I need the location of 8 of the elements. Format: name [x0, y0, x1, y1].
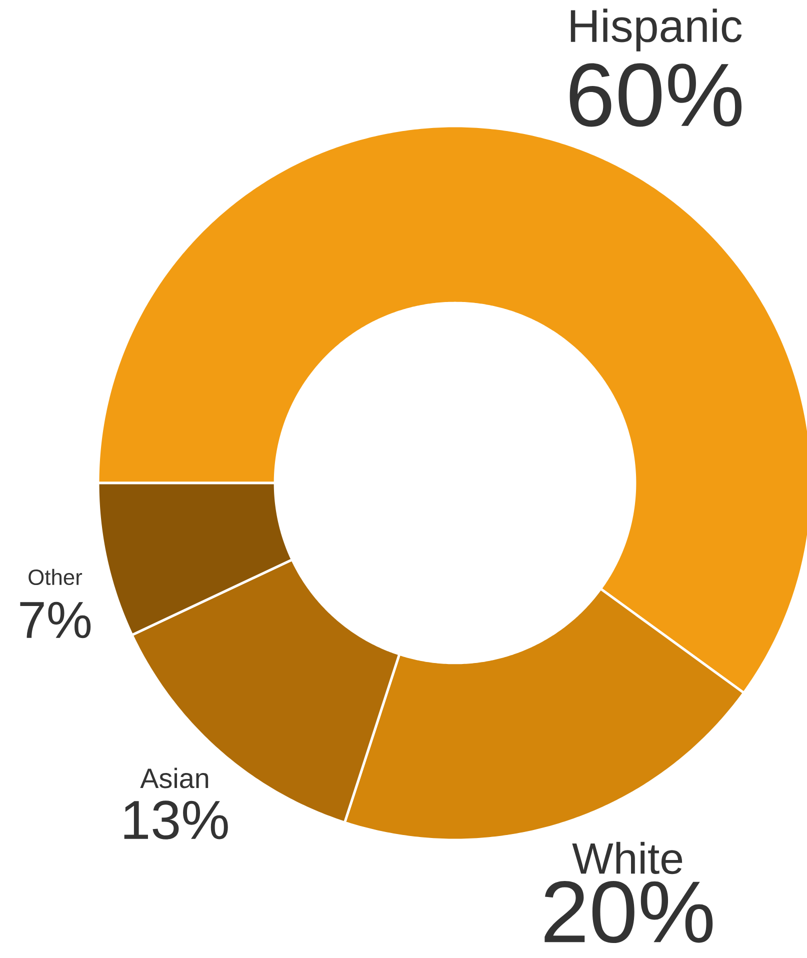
- slice-label: White: [572, 842, 682, 874]
- slice-label: Asian: [140, 768, 208, 788]
- data-label: 13%: [124, 800, 228, 840]
- data-label: 60%: [570, 63, 742, 127]
- slice-label: Other: [28, 568, 82, 586]
- data-label: 7%: [20, 602, 91, 638]
- slice-label: Hispanic: [570, 8, 742, 52]
- data-label: 20%: [544, 880, 713, 944]
